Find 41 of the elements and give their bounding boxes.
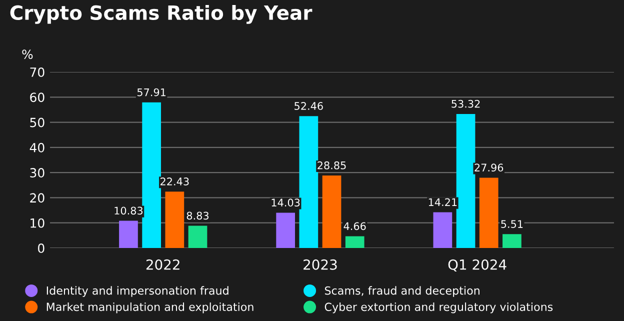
data-label: 27.96 xyxy=(474,164,504,172)
data-label: 52.46 xyxy=(294,102,323,110)
bar xyxy=(299,116,318,248)
legend-label: Market manipulation and exploitation xyxy=(46,302,254,314)
data-label: 28.85 xyxy=(318,161,346,170)
y-tick-label: 60 xyxy=(30,92,44,102)
x-tick-label: Q1 2024 xyxy=(448,259,506,272)
data-label: 22.43 xyxy=(160,178,189,186)
bar xyxy=(433,212,452,248)
bar xyxy=(322,175,342,248)
y-tick-label: 10 xyxy=(30,218,44,228)
data-label: 8.83 xyxy=(186,212,209,220)
bar xyxy=(456,114,476,248)
bar xyxy=(188,226,208,248)
data-label: 10.83 xyxy=(114,206,143,215)
y-tick-label: 0 xyxy=(38,243,44,253)
data-label: 53.32 xyxy=(452,100,480,108)
y-axis-title: % xyxy=(22,50,33,60)
data-label: 5.51 xyxy=(501,220,523,228)
bar xyxy=(165,192,184,248)
bar xyxy=(502,234,522,248)
y-tick-label: 40 xyxy=(30,142,44,152)
x-tick-label: 2023 xyxy=(304,259,337,270)
bar xyxy=(479,178,498,248)
bar xyxy=(276,212,295,248)
data-label: 14.21 xyxy=(428,198,457,206)
y-tick-label: 30 xyxy=(30,168,44,178)
data-label: 4.66 xyxy=(344,222,366,230)
bar xyxy=(345,236,364,248)
legend-label: Cyber extortion and regulatory violations xyxy=(324,302,553,314)
chart-title: Crypto Scams Ratio by Year xyxy=(10,4,312,24)
y-tick-label: 20 xyxy=(30,193,44,203)
legend-label: Scams, fraud and deception xyxy=(324,286,480,297)
y-tick-label: 50 xyxy=(30,118,44,128)
x-tick-label: 2022 xyxy=(146,259,180,270)
bar xyxy=(119,220,138,248)
legend-label: Identity and impersonation fraud xyxy=(46,286,228,297)
y-tick-label: 70 xyxy=(30,67,44,77)
bar xyxy=(142,102,161,248)
data-label: 57.91 xyxy=(137,88,166,96)
data-label: 14.03 xyxy=(272,198,300,207)
